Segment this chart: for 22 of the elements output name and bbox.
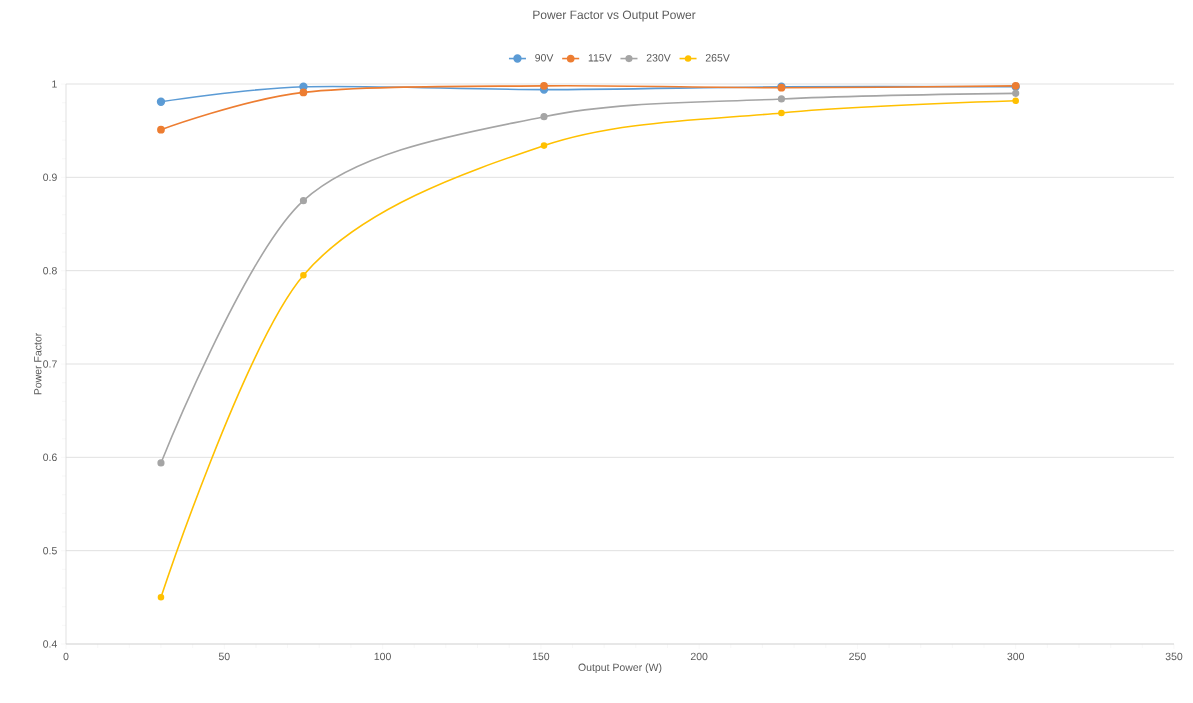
x-tick-label: 50	[218, 652, 230, 661]
x-tick-label: 350	[1165, 652, 1183, 661]
y-tick-label: 1	[52, 80, 57, 88]
y-axis-title: Power Factor	[34, 332, 42, 395]
y-tick-label: 0.9	[43, 173, 57, 182]
y-tick-label: 0.5	[43, 546, 57, 555]
y-tick-label: 0.7	[43, 360, 57, 368]
y-tick-label: 0.6	[43, 453, 57, 462]
y-tick-label: 0.8	[43, 266, 57, 275]
x-tick-label: 300	[1007, 652, 1025, 661]
y-tick-label: 0.4	[43, 640, 57, 648]
x-tick-label: 150	[532, 652, 550, 661]
x-tick-label: 100	[374, 652, 391, 661]
x-tick-label: 200	[690, 652, 708, 661]
legend-label: 265V	[705, 54, 730, 62]
x-tick-label: 0	[63, 652, 69, 661]
legend-label: 230V	[646, 54, 671, 62]
legend-label: 90V	[535, 54, 554, 62]
x-axis-title: Output Power (W)	[578, 663, 662, 674]
x-tick-label: 250	[849, 652, 866, 661]
chart-title: Power Factor vs Output Power	[533, 10, 696, 22]
legend-label: 115V	[588, 54, 612, 62]
